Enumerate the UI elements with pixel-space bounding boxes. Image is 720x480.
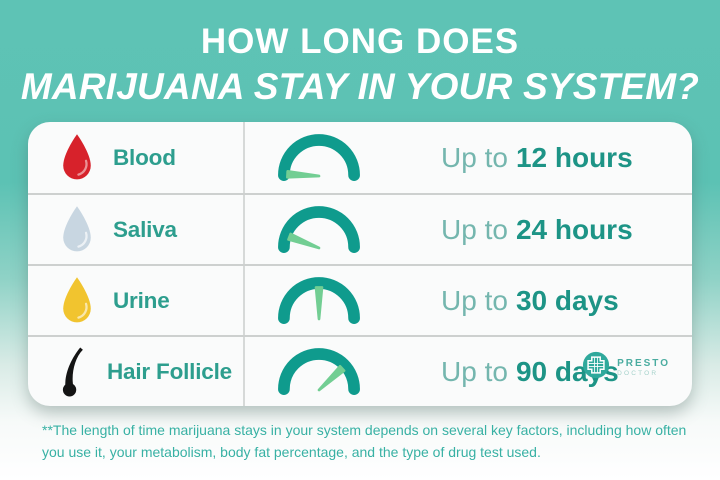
title-line2: MARIJUANA STAY IN YOUR SYSTEM? — [20, 66, 700, 107]
gauge-icon — [274, 201, 364, 259]
blood-drop-icon — [58, 133, 96, 183]
test-type-label: Saliva — [113, 216, 177, 242]
gauge-icon — [274, 343, 364, 401]
title-line1: HOW LONG DOES — [200, 22, 520, 61]
test-type-label: Blood — [113, 144, 176, 170]
gauge-icon — [274, 272, 364, 330]
duration-value: 30 days — [515, 284, 619, 316]
prestodoctor-logo-icon — [582, 351, 610, 384]
logo-sub-text: DOCTOR — [617, 369, 659, 377]
duration-prefix: Up to — [441, 284, 508, 316]
footnote-text: **The length of time marijuana stays in … — [42, 422, 687, 460]
test-type-label: Hair Follicle — [107, 358, 232, 384]
table-row-blood: Blood Up to 12 hours — [28, 122, 692, 193]
duration-value: 24 hours — [515, 213, 633, 245]
logo-brand-text: PRESTO — [617, 358, 670, 370]
table-row-urine: Urine Up to 30 days — [28, 264, 692, 335]
table-row-saliva: Saliva Up to 24 hours — [28, 193, 692, 264]
page-title: HOW LONG DOES MARIJUANA STAY IN YOUR SYS… — [0, 24, 720, 105]
duration-prefix: Up to — [441, 141, 508, 173]
gauge-icon — [274, 129, 364, 187]
duration-prefix: Up to — [441, 213, 508, 245]
duration-value: 12 hours — [515, 141, 633, 173]
saliva-drop-icon — [58, 205, 96, 255]
hair-strand-icon — [58, 344, 90, 400]
urine-drop-icon — [58, 276, 96, 326]
results-card: Blood Up to 12 hours — [28, 122, 692, 406]
duration-prefix: Up to — [441, 355, 508, 387]
prestodoctor-logo: PRESTO DOCTOR — [582, 351, 670, 384]
test-type-label: Urine — [113, 287, 170, 313]
